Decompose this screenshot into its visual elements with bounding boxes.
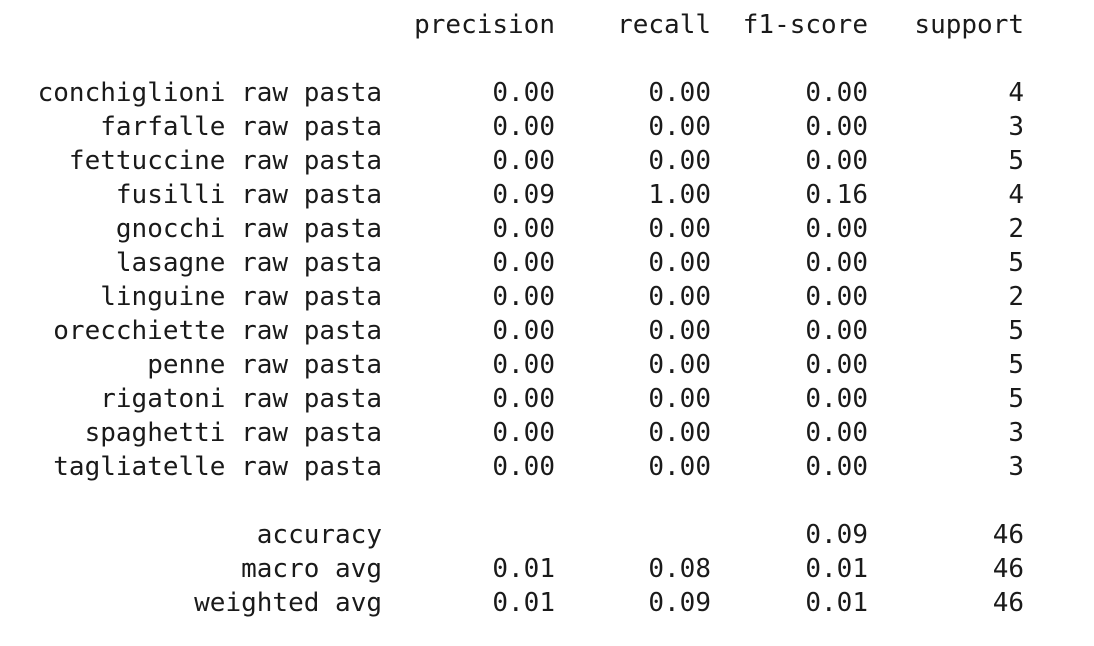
- precision-value: 0.00: [492, 384, 555, 414]
- support-value: 5: [1008, 248, 1024, 278]
- support-value: 5: [1008, 146, 1024, 176]
- accuracy-label: accuracy: [256, 520, 382, 550]
- weighted-avg-support: 46: [992, 588, 1024, 618]
- class-label: farfalle raw pasta: [100, 112, 382, 142]
- recall-value: 0.00: [648, 452, 711, 482]
- weighted-avg-recall: 0.09: [648, 588, 711, 618]
- precision-value: 0.00: [492, 112, 555, 142]
- precision-value: 0.00: [492, 248, 555, 278]
- class-label: orecchiette raw pasta: [53, 316, 382, 346]
- class-label: gnocchi raw pasta: [115, 214, 382, 244]
- macro-avg-label: macro avg: [241, 554, 382, 584]
- precision-value: 0.00: [492, 146, 555, 176]
- class-label: penne raw pasta: [147, 350, 382, 380]
- recall-value: 1.00: [648, 180, 711, 210]
- class-label: fettuccine raw pasta: [68, 146, 382, 176]
- table-row: tagliatelle raw pasta 0.00 0.00 0.00 3: [0, 450, 1094, 484]
- support-value: 3: [1008, 452, 1024, 482]
- f1-value: 0.00: [805, 452, 868, 482]
- class-label: fusilli raw pasta: [115, 180, 382, 210]
- support-value: 5: [1008, 350, 1024, 380]
- support-value: 5: [1008, 316, 1024, 346]
- accuracy-value: 0.09: [805, 520, 868, 550]
- support-value: 2: [1008, 282, 1024, 312]
- header-support: support: [914, 10, 1024, 40]
- support-value: 3: [1008, 418, 1024, 448]
- table-row: fettuccine raw pasta 0.00 0.00 0.00 5: [0, 144, 1094, 178]
- class-label: rigatoni raw pasta: [100, 384, 382, 414]
- table-row: orecchiette raw pasta 0.00 0.00 0.00 5: [0, 314, 1094, 348]
- f1-value: 0.00: [805, 316, 868, 346]
- precision-value: 0.00: [492, 282, 555, 312]
- class-label: spaghetti raw pasta: [84, 418, 382, 448]
- weighted-avg-row: weighted avg 0.01 0.09 0.01 46: [0, 586, 1094, 620]
- table-row: fusilli raw pasta 0.09 1.00 0.16 4: [0, 178, 1094, 212]
- accuracy-support: 46: [992, 520, 1024, 550]
- table-row: linguine raw pasta 0.00 0.00 0.00 2: [0, 280, 1094, 314]
- header-recall: recall: [617, 10, 711, 40]
- precision-value: 0.00: [492, 452, 555, 482]
- class-label: linguine raw pasta: [100, 282, 382, 312]
- table-row: rigatoni raw pasta 0.00 0.00 0.00 5: [0, 382, 1094, 416]
- precision-value: 0.00: [492, 214, 555, 244]
- table-row: spaghetti raw pasta 0.00 0.00 0.00 3: [0, 416, 1094, 450]
- weighted-avg-precision: 0.01: [492, 588, 555, 618]
- precision-value: 0.00: [492, 418, 555, 448]
- f1-value: 0.00: [805, 112, 868, 142]
- class-label: conchiglioni raw pasta: [37, 78, 382, 108]
- support-value: 5: [1008, 384, 1024, 414]
- table-row: conchiglioni raw pasta 0.00 0.00 0.00 4: [0, 76, 1094, 110]
- recall-value: 0.00: [648, 384, 711, 414]
- recall-value: 0.00: [648, 78, 711, 108]
- recall-value: 0.00: [648, 248, 711, 278]
- macro-avg-f1: 0.01: [805, 554, 868, 584]
- macro-avg-precision: 0.01: [492, 554, 555, 584]
- f1-value: 0.00: [805, 384, 868, 414]
- recall-value: 0.00: [648, 214, 711, 244]
- support-value: 3: [1008, 112, 1024, 142]
- f1-value: 0.00: [805, 78, 868, 108]
- table-row: farfalle raw pasta 0.00 0.00 0.00 3: [0, 110, 1094, 144]
- f1-value: 0.16: [805, 180, 868, 210]
- header-row: precision recall f1-score support: [0, 8, 1094, 42]
- macro-avg-recall: 0.08: [648, 554, 711, 584]
- support-value: 4: [1008, 180, 1024, 210]
- f1-value: 0.00: [805, 282, 868, 312]
- f1-value: 0.00: [805, 418, 868, 448]
- precision-value: 0.00: [492, 350, 555, 380]
- precision-value: 0.09: [492, 180, 555, 210]
- table-row: penne raw pasta 0.00 0.00 0.00 5: [0, 348, 1094, 382]
- weighted-avg-f1: 0.01: [805, 588, 868, 618]
- recall-value: 0.00: [648, 282, 711, 312]
- accuracy-row: accuracy 0.09 46: [0, 518, 1094, 552]
- f1-value: 0.00: [805, 350, 868, 380]
- precision-value: 0.00: [492, 78, 555, 108]
- recall-value: 0.00: [648, 112, 711, 142]
- precision-value: 0.00: [492, 316, 555, 346]
- weighted-avg-label: weighted avg: [194, 588, 382, 618]
- support-value: 2: [1008, 214, 1024, 244]
- f1-value: 0.00: [805, 146, 868, 176]
- f1-value: 0.00: [805, 214, 868, 244]
- recall-value: 0.00: [648, 350, 711, 380]
- recall-value: 0.00: [648, 316, 711, 346]
- class-label: lasagne raw pasta: [115, 248, 382, 278]
- header-f1-score: f1-score: [742, 10, 868, 40]
- table-row: lasagne raw pasta 0.00 0.00 0.00 5: [0, 246, 1094, 280]
- macro-avg-row: macro avg 0.01 0.08 0.01 46: [0, 552, 1094, 586]
- support-value: 4: [1008, 78, 1024, 108]
- table-row: gnocchi raw pasta 0.00 0.00 0.00 2: [0, 212, 1094, 246]
- recall-value: 0.00: [648, 418, 711, 448]
- header-precision: precision: [414, 10, 555, 40]
- f1-value: 0.00: [805, 248, 868, 278]
- class-label: tagliatelle raw pasta: [53, 452, 382, 482]
- recall-value: 0.00: [648, 146, 711, 176]
- macro-avg-support: 46: [992, 554, 1024, 584]
